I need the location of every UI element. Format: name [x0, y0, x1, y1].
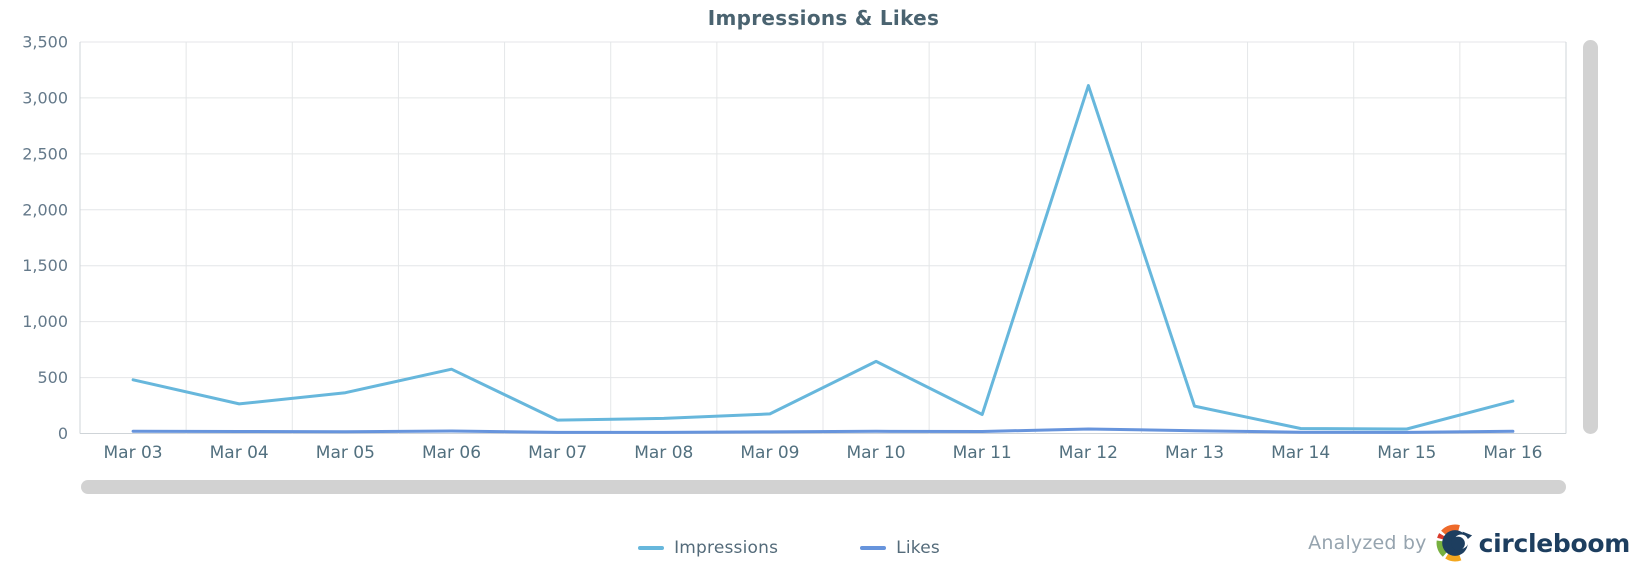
- x-tick-label: Mar 10: [847, 443, 906, 463]
- chart-legend: Impressions Likes: [0, 534, 1578, 562]
- chart-title: Impressions & Likes: [707, 6, 940, 30]
- y-tick-label: 0: [58, 424, 68, 443]
- circleboom-link[interactable]: circleboom: [1436, 524, 1630, 562]
- logo-arc-orange: [1440, 524, 1460, 536]
- analyzed-by-text: Analyzed by: [1308, 532, 1427, 554]
- y-tick-label: 3,000: [22, 88, 68, 107]
- branding: Analyzed by circleboom: [1308, 524, 1630, 562]
- x-tick-label: Mar 13: [1165, 443, 1224, 463]
- y-tick-label: 1,500: [22, 256, 68, 275]
- legend-label-impressions: Impressions: [674, 538, 779, 558]
- series-line-likes[interactable]: [131, 427, 1515, 434]
- legend-label-likes: Likes: [896, 538, 940, 558]
- x-tick-label: Mar 11: [953, 443, 1012, 463]
- x-tick-label: Mar 05: [316, 443, 375, 463]
- logo-arc-red: [1436, 533, 1445, 540]
- x-tick-label: Mar 03: [104, 443, 163, 463]
- x-tick-label: Mar 06: [422, 443, 481, 463]
- x-tick-label: Mar 04: [210, 443, 269, 463]
- legend-item-likes[interactable]: Likes: [860, 538, 940, 558]
- y-tick-label: 3,500: [22, 33, 68, 52]
- series-line-impressions[interactable]: [131, 84, 1515, 431]
- brand-name-text: circleboom: [1478, 528, 1631, 558]
- impressions-line-marker: [638, 546, 665, 550]
- logo-arc-green: [1436, 540, 1448, 557]
- vertical-scrollbar[interactable]: [1583, 40, 1598, 434]
- likes-line-marker: [860, 546, 887, 550]
- y-tick-label: 500: [37, 368, 68, 387]
- legend-item-impressions[interactable]: Impressions: [638, 538, 778, 558]
- x-tick-label: Mar 16: [1483, 443, 1542, 463]
- x-tick-label: Mar 08: [634, 443, 693, 463]
- x-tick-label: Mar 15: [1377, 443, 1436, 463]
- logo-arc-yellow: [1444, 552, 1461, 562]
- horizontal-scrollbar[interactable]: [81, 480, 1566, 494]
- logo-crescent-inner: [1450, 536, 1465, 551]
- circleboom-logo-icon: [1436, 524, 1472, 562]
- x-tick-label: Mar 07: [528, 443, 587, 463]
- y-tick-label: 2,000: [22, 200, 68, 219]
- x-tick-label: Mar 12: [1059, 443, 1118, 463]
- x-tick-label: Mar 14: [1271, 443, 1330, 463]
- x-tick-label: Mar 09: [740, 443, 799, 463]
- y-tick-label: 1,000: [22, 312, 68, 331]
- chart-plot-area: 0 500 1,000 1,500 2,000 2,500 3,000 3,500 Mar 03…: [22, 33, 1567, 463]
- y-tick-label: 2,500: [22, 144, 68, 163]
